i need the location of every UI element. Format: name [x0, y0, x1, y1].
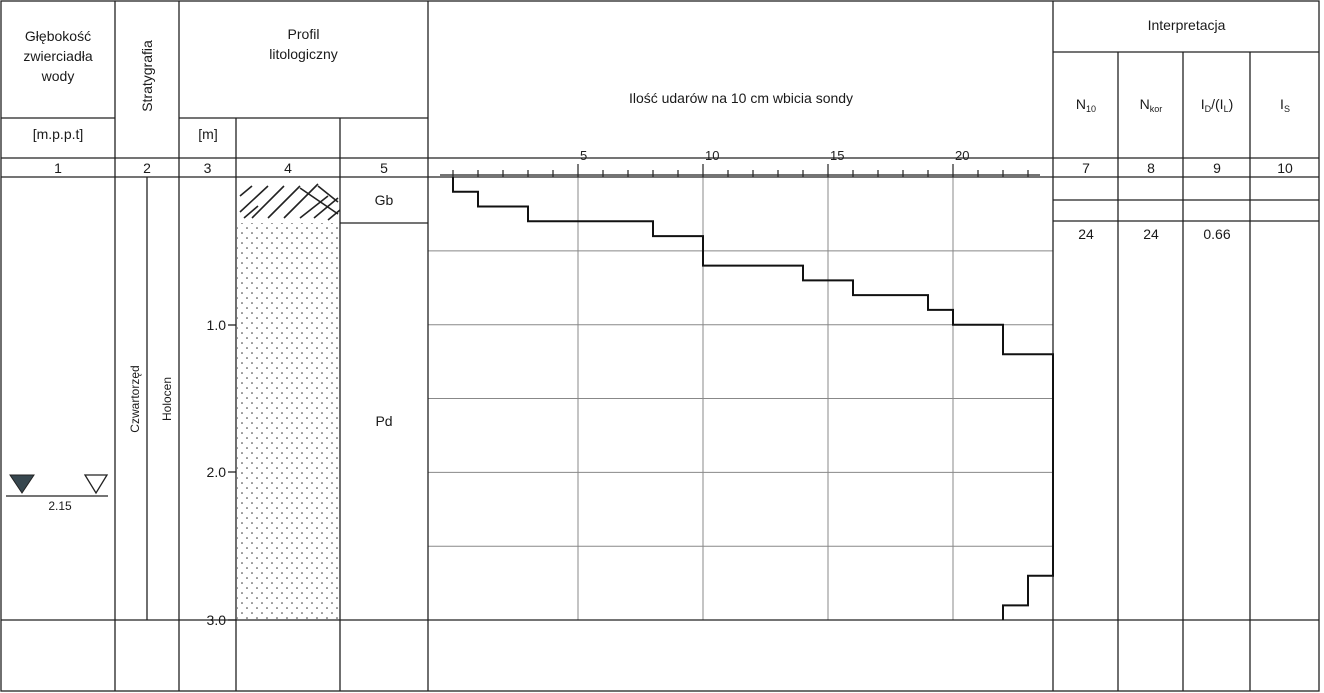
profile-title-1: Profil	[287, 26, 320, 42]
depth-tick-1: 1.0	[206, 317, 226, 333]
col-num-7: 7	[1082, 160, 1090, 176]
depth-tick-3: 3.0	[206, 612, 226, 628]
interpretation-title: Interpretacja	[1147, 17, 1226, 33]
layer-pd-pattern	[237, 223, 340, 620]
col-num-2: 2	[143, 160, 151, 176]
stratigraphy-era: Czwartorzęd	[128, 365, 142, 433]
blow-count-step-line	[452, 177, 1054, 621]
col-num-8: 8	[1147, 160, 1155, 176]
interp-header-is: IS	[1280, 96, 1290, 114]
x-tick-label: 15	[830, 148, 844, 163]
layer-gb-hatch	[239, 183, 341, 221]
chart-title: Ilość udarów na 10 cm wbicia sondy	[628, 90, 854, 106]
depth-water-unit: [m.p.p.t]	[32, 126, 84, 142]
x-tick-label: 20	[955, 148, 969, 163]
water-table-depth: 2.15	[48, 499, 72, 513]
col-num-5: 5	[380, 160, 388, 176]
layer-symbol-pd: Pd	[375, 413, 393, 429]
interp-nkor-value: 24	[1143, 226, 1159, 242]
x-tick-label: 10	[705, 148, 719, 163]
col-num-1: 1	[54, 160, 62, 176]
col-num-10: 10	[1277, 160, 1293, 176]
x-tick-label: 5	[580, 148, 587, 163]
col-num-4: 4	[284, 160, 292, 176]
profile-title-2: litologiczny	[269, 46, 338, 62]
stratigraphy-epoch: Holocen	[160, 376, 174, 422]
interp-id-il-value: 0.66	[1203, 226, 1231, 242]
water-table-symbol-open	[83, 474, 109, 495]
interp-header-id-il: ID/(IL)	[1200, 96, 1234, 114]
col-num-3: 3	[203, 160, 212, 176]
depth-water-title-2: zwierciadła	[23, 48, 93, 64]
stratigraphy-title: Stratygrafia	[139, 40, 155, 112]
interp-header-n10: N10	[1075, 96, 1097, 114]
col-num-9: 9	[1213, 160, 1221, 176]
water-table-symbol-filled	[9, 474, 35, 494]
interp-header-nkor: Nkor	[1139, 96, 1163, 114]
interp-n10-value: 24	[1078, 226, 1094, 242]
depth-tick-2: 2.0	[206, 464, 226, 480]
depth-water-title-3: wody	[41, 68, 75, 84]
profile-unit: [m]	[198, 126, 218, 142]
layer-symbol-gb: Gb	[374, 192, 394, 208]
depth-water-title-1: Głębokość	[24, 28, 92, 44]
